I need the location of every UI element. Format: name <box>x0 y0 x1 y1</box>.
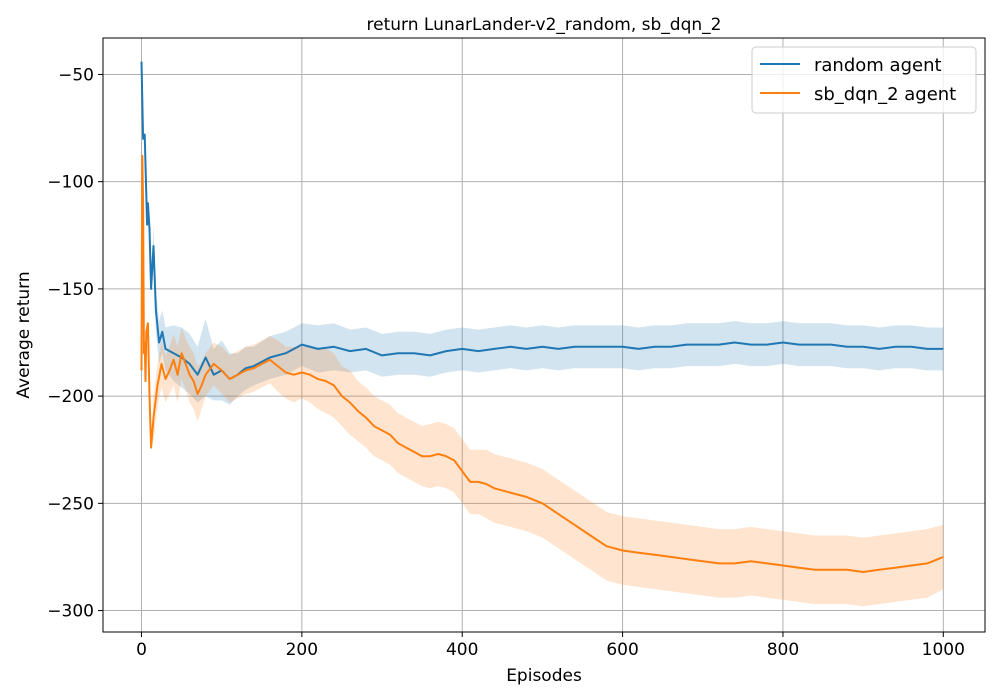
y-tick-label: −100 <box>47 173 94 193</box>
series-line-sb-dqn-2-agent <box>140 154 944 573</box>
y-tick-label: −50 <box>58 65 94 85</box>
x-tick-label: 400 <box>446 640 478 660</box>
x-tick-label: 1000 <box>922 640 965 660</box>
x-tick-label: 800 <box>767 640 799 660</box>
y-tick-label: −200 <box>47 387 94 407</box>
x-tick-label: 600 <box>606 640 638 660</box>
plot-frame <box>102 37 986 633</box>
series-line-random-agent <box>140 61 944 380</box>
legend-label-sb-dqn-2-agent: sb_dqn_2 agent <box>814 84 956 105</box>
x-tick-label: 200 <box>286 640 318 660</box>
legend: random agent sb_dqn_2 agent <box>751 46 977 114</box>
y-tick-label: −300 <box>47 602 94 622</box>
x-axis-ticks: 0 200 400 600 800 1000 <box>136 632 965 660</box>
x-axis-title: Episodes <box>506 666 582 686</box>
chart-title: return LunarLander-v2_random, sb_dqn_2 <box>367 15 722 35</box>
band-sb-dqn-2-agent <box>141 155 944 607</box>
legend-label-random-agent: random agent <box>814 55 942 76</box>
legend-box <box>751 46 977 114</box>
y-axis-title: Average return <box>14 271 34 398</box>
series-lines <box>140 61 944 573</box>
y-tick-label: −150 <box>47 280 94 300</box>
x-tick-label: 0 <box>136 640 147 660</box>
y-axis-ticks: −50 −100 −150 −200 −250 −300 <box>47 65 103 622</box>
y-tick-label: −250 <box>47 494 94 514</box>
